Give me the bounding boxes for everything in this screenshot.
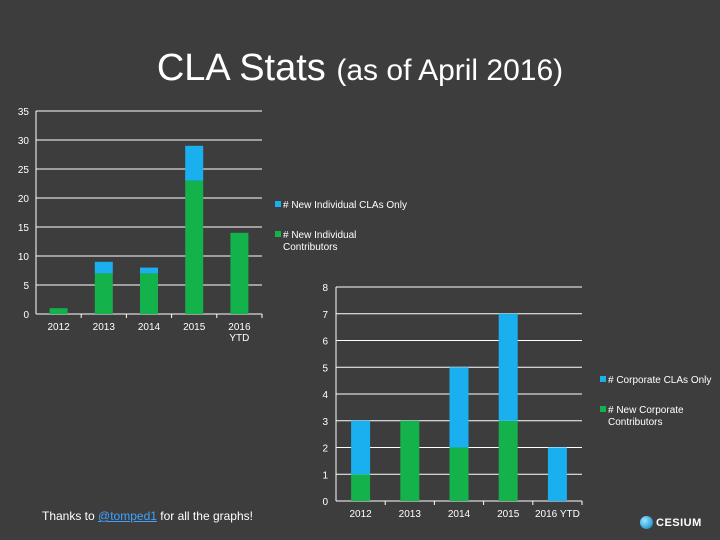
title-sub: (as of April 2016) <box>336 54 564 87</box>
thanks-note: Thanks to @tomped1 for all the graphs! <box>42 509 272 524</box>
y-tick-label: 0 <box>23 310 29 321</box>
y-tick-label: 20 <box>18 194 30 205</box>
thanks-prefix: Thanks to <box>42 509 99 523</box>
y-tick-label: 5 <box>322 363 328 374</box>
y-tick-label: 15 <box>18 223 30 234</box>
logo-text: CESIUM <box>656 516 702 529</box>
bar-segment <box>185 180 204 314</box>
x-tick-label: 2014 <box>138 322 161 333</box>
legend-label: # Corporate CLAs Only <box>608 375 711 386</box>
legend-swatch <box>600 376 606 382</box>
bar-segment <box>351 474 371 501</box>
bar-segment <box>230 232 249 314</box>
x-tick-label: 2013 <box>399 509 422 520</box>
bar-segment <box>140 273 158 314</box>
legend-label: # New Corporate Contributors <box>608 405 684 428</box>
x-tick-label: 2015 <box>497 509 520 520</box>
y-tick-label: 7 <box>322 310 328 321</box>
title-main: CLA Stats <box>156 47 326 89</box>
y-tick-label: 4 <box>322 390 328 401</box>
bar-segment <box>351 420 371 475</box>
bar-segment <box>94 261 113 274</box>
page-title: CLA Stats (as of April 2016) <box>0 44 720 95</box>
x-tick-label: 2013 <box>93 322 116 333</box>
thanks-suffix: for all the graphs! <box>156 509 253 523</box>
cesium-logo: CESIUM <box>640 516 702 529</box>
legend-label: # New Individual Contributors <box>283 230 356 253</box>
bar-segment <box>547 447 567 501</box>
y-tick-label: 30 <box>18 136 30 147</box>
x-tick-label: 2015 <box>183 322 206 333</box>
bar-segment <box>140 267 158 274</box>
y-tick-label: 1 <box>322 470 328 481</box>
x-tick-label: 2016 YTD <box>535 509 580 520</box>
y-tick-label: 35 <box>18 107 30 118</box>
y-tick-label: 0 <box>322 497 328 508</box>
legend-swatch <box>275 231 281 237</box>
y-tick-label: 8 <box>322 283 328 294</box>
bar-segment <box>94 273 113 314</box>
thanks-link[interactable]: @tomped1 <box>98 509 157 523</box>
legend-label: # New Individual CLAs Only <box>283 200 407 211</box>
x-tick-label: 2016 YTD <box>228 322 251 344</box>
x-tick-label: 2012 <box>349 509 372 520</box>
y-tick-label: 6 <box>322 337 328 348</box>
bar-segment <box>498 313 518 421</box>
y-tick-label: 2 <box>322 444 328 455</box>
x-tick-label: 2014 <box>448 509 471 520</box>
x-tick-label: 2012 <box>47 322 70 333</box>
bar-segment <box>400 420 420 501</box>
bar-segment <box>185 145 204 181</box>
bar-segment <box>498 420 518 501</box>
cesium-globe-icon <box>640 516 653 529</box>
bar-segment <box>449 447 469 501</box>
y-tick-label: 3 <box>322 417 328 428</box>
bar-segment <box>449 367 469 448</box>
legend-swatch <box>275 201 281 207</box>
y-tick-label: 10 <box>18 252 30 263</box>
legend-swatch <box>600 406 606 412</box>
y-tick-label: 25 <box>18 165 30 176</box>
bar-segment <box>49 308 68 314</box>
y-tick-label: 5 <box>23 281 29 292</box>
